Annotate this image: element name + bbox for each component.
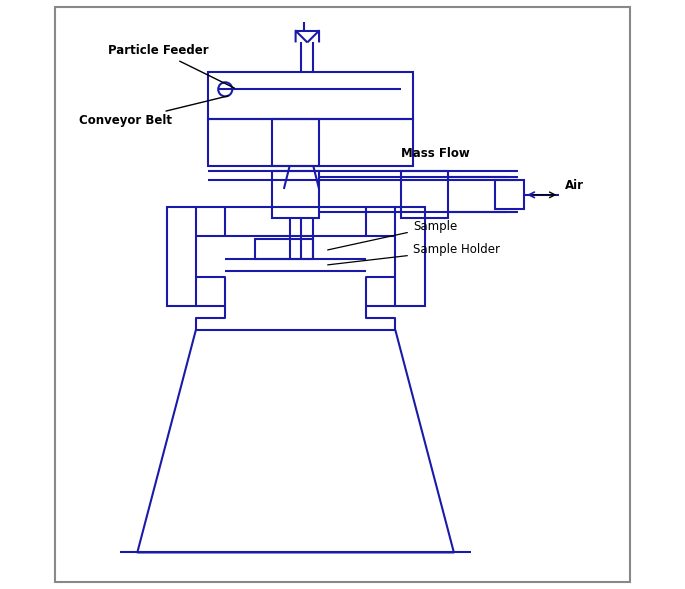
Bar xyxy=(395,207,425,306)
Text: Sample: Sample xyxy=(327,220,457,250)
Text: Particle Feeder: Particle Feeder xyxy=(108,44,234,88)
Bar xyxy=(272,171,319,219)
Bar xyxy=(166,207,196,306)
Bar xyxy=(401,171,448,219)
Bar xyxy=(208,72,413,118)
Text: Sample Holder: Sample Holder xyxy=(327,243,500,265)
Text: Air: Air xyxy=(565,179,584,192)
Text: Conveyor Belt: Conveyor Belt xyxy=(79,96,228,127)
Bar xyxy=(272,118,319,166)
Bar xyxy=(255,239,313,259)
Bar xyxy=(495,180,524,210)
Bar xyxy=(208,118,413,166)
Text: Mass Flow: Mass Flow xyxy=(401,147,470,160)
